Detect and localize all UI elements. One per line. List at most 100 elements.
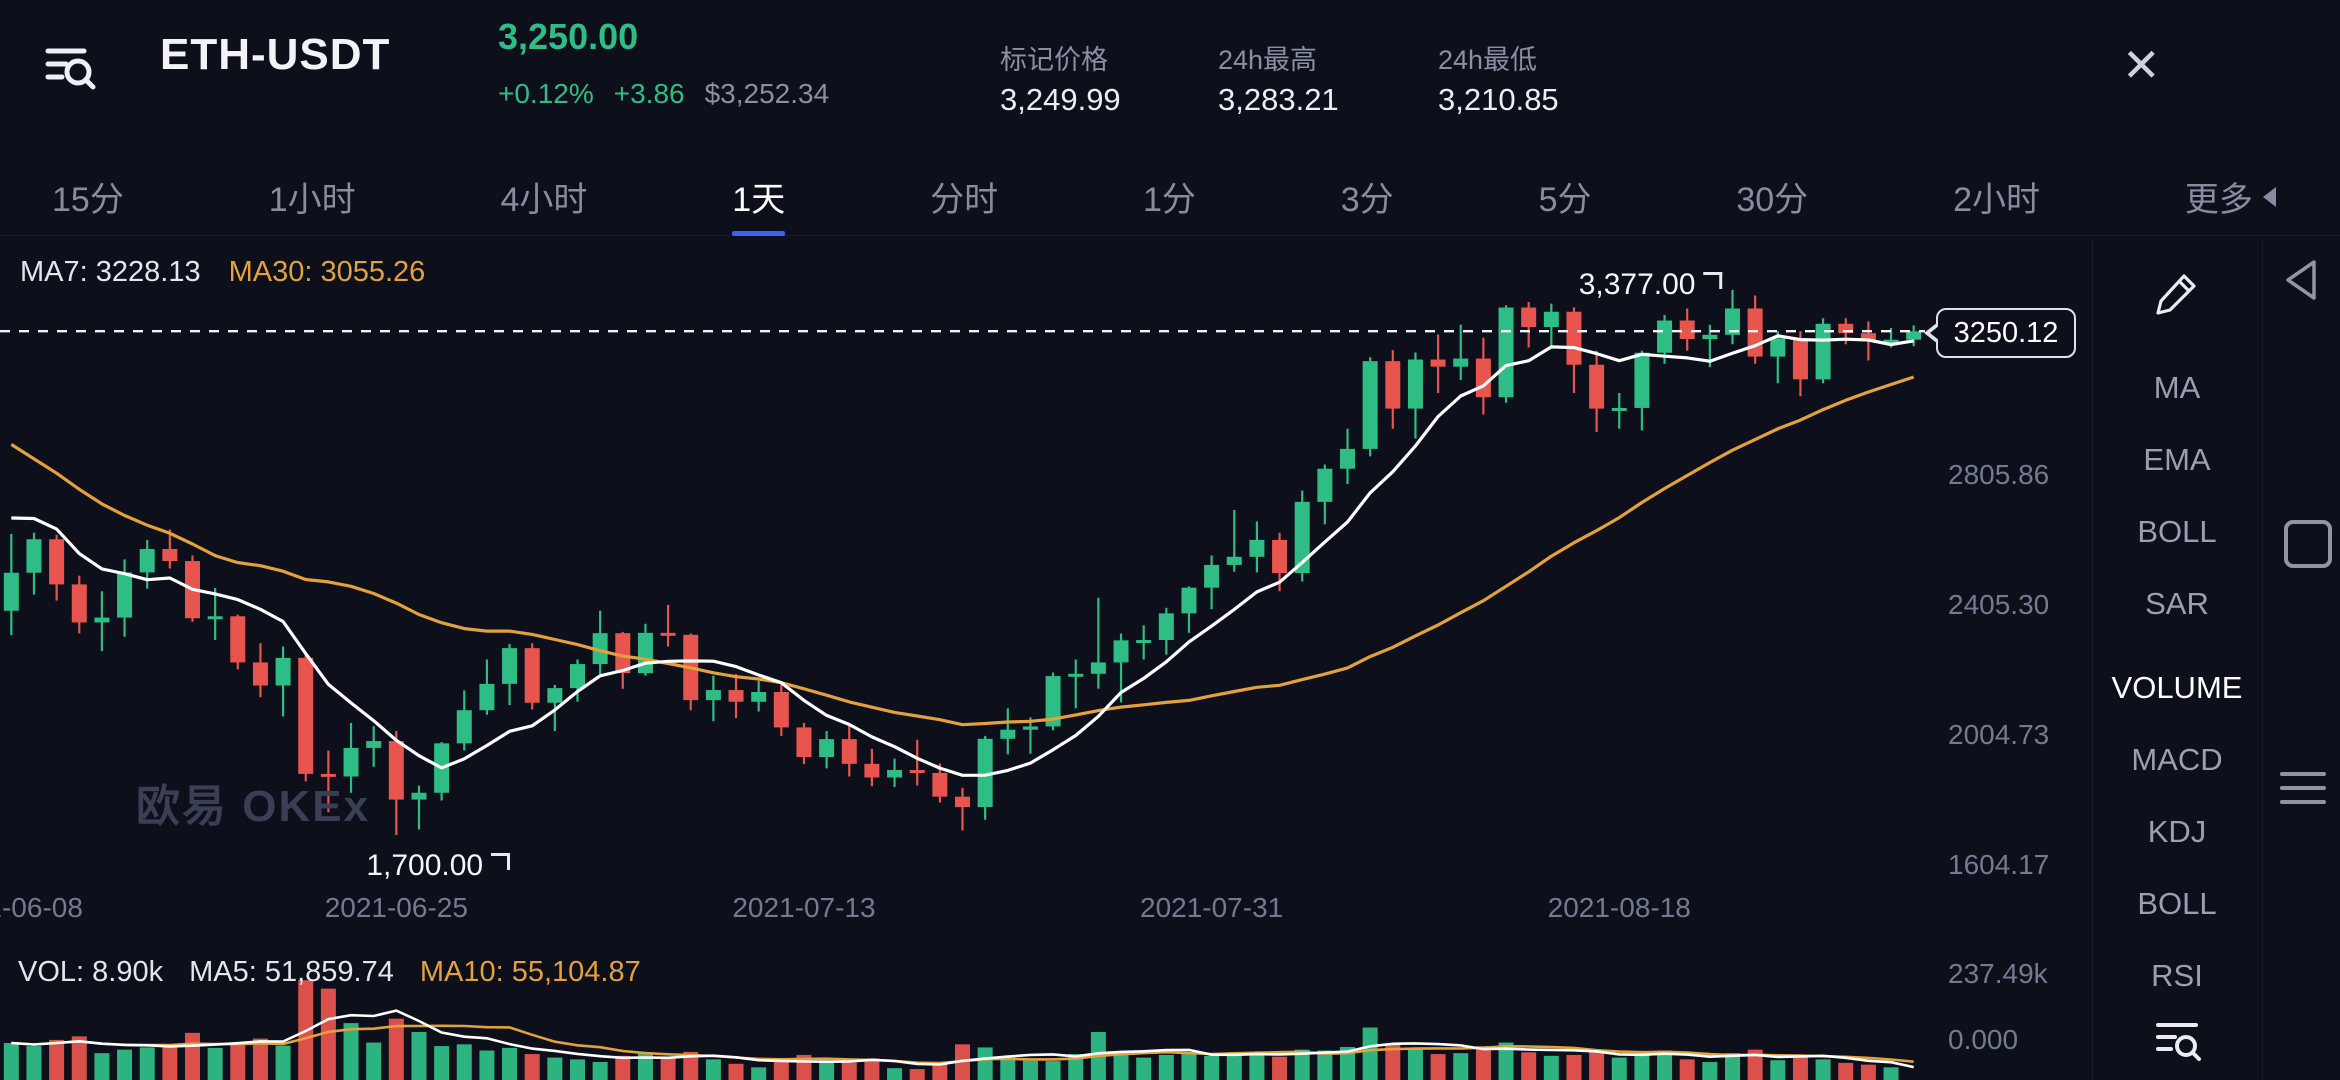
draw-tools-pencil-icon[interactable] [2093, 268, 2261, 320]
menu-icon[interactable] [2280, 772, 2326, 814]
volume-bar [1566, 1054, 1582, 1080]
volume-bar [1045, 1061, 1061, 1080]
volume-bar [185, 1032, 200, 1080]
candle-body [1838, 323, 1854, 334]
fullscreen-square-icon[interactable] [2284, 520, 2332, 568]
indicator-boll[interactable]: BOLL [2137, 886, 2217, 921]
candle-body [117, 572, 133, 618]
ma30-line [10, 375, 1915, 727]
mark-price-value: 3,249.99 [1000, 82, 1121, 117]
indicator-rsi[interactable]: RSI [2151, 958, 2203, 993]
indicator-ma[interactable]: MA [2153, 370, 2201, 405]
volume-bar [139, 1047, 155, 1080]
timeframe-tabs: 15分 1小时 4小时 1天 分时 1分 3分 5分 30分 2小时 更多 [0, 158, 2340, 236]
volume-bar [388, 1018, 404, 1080]
volume-bar [1770, 1060, 1786, 1080]
candle-body [1090, 662, 1106, 674]
low-24h-label: 24h最低 [1438, 45, 1538, 75]
volume-bar [841, 1062, 857, 1080]
tab-30分[interactable]: 30分 [1736, 181, 1809, 219]
collapse-panel-arrow-icon[interactable] [2278, 256, 2326, 309]
candle-body [751, 692, 767, 702]
more-timeframes-button[interactable]: 更多 [2185, 172, 2276, 221]
candle-body [864, 763, 880, 778]
date-axis-label: 2021-06-25 [324, 892, 468, 923]
volume-bar [1204, 1055, 1220, 1080]
volume-bar [1272, 1056, 1288, 1080]
volume-bar [1589, 1051, 1605, 1080]
candle-body [1068, 673, 1084, 677]
volume-bar [1226, 1052, 1242, 1080]
ma7-line [11, 334, 1914, 777]
candle-body [1792, 338, 1808, 380]
candle-body [1113, 640, 1129, 663]
candle-body [207, 616, 223, 620]
market-search-icon[interactable] [40, 36, 98, 94]
volume-bar [49, 1039, 65, 1080]
candle-body [71, 584, 87, 623]
candle-body [1158, 613, 1174, 640]
tab-1小时[interactable]: 1小时 [268, 181, 356, 219]
low-24h-value: 3,210.85 [1438, 82, 1559, 117]
candle-body [796, 727, 812, 757]
indicator-ema[interactable]: EMA [2143, 442, 2211, 477]
indicator-macd[interactable]: MACD [2131, 742, 2223, 777]
candle-body [1226, 556, 1242, 565]
main-indicator-list: MA EMA BOLL SAR [2093, 352, 2261, 640]
tab-5分[interactable]: 5分 [1538, 181, 1592, 219]
volume-bar [94, 1053, 110, 1080]
volume-bar [434, 1046, 450, 1080]
indicator-kdj[interactable]: KDJ [2147, 814, 2207, 849]
volume-bar [275, 1045, 291, 1080]
price-axis-label: 1604.17 [1948, 849, 2050, 881]
tab-2小时[interactable]: 2小时 [1953, 181, 2040, 219]
volume-bar [230, 1042, 246, 1080]
indicator-settings-icon[interactable] [2093, 1012, 2261, 1064]
volume-bar [1498, 1042, 1514, 1080]
volume-axis-label: 0.000 [1948, 1024, 2019, 1055]
volume-bar [1611, 1057, 1627, 1080]
candlestick-chart[interactable] [0, 240, 1930, 1080]
volume-bar [524, 1054, 540, 1080]
volume-bar [1725, 1053, 1740, 1080]
tab-4小时[interactable]: 4小时 [500, 181, 588, 219]
candle-body [1747, 308, 1763, 357]
volume-bar [252, 1038, 268, 1080]
indicator-sar[interactable]: SAR [2145, 586, 2209, 621]
candle-body [1272, 539, 1288, 574]
candle-body [1657, 320, 1673, 353]
candle-body [841, 739, 857, 764]
indicator-volume[interactable]: VOLUME [2111, 670, 2243, 705]
volume-bar [660, 1058, 676, 1080]
tab-15分[interactable]: 15分 [52, 181, 124, 219]
candle-body [1340, 448, 1355, 469]
tab-1分[interactable]: 1分 [1142, 181, 1196, 219]
tab-3分[interactable]: 3分 [1340, 181, 1394, 219]
candle-body [1022, 726, 1038, 730]
volume-bar [479, 1050, 495, 1080]
volume-bar [683, 1051, 699, 1080]
tab-1天[interactable]: 1天 [732, 158, 785, 236]
price-axis-label: 2805.86 [1948, 458, 2050, 490]
volume-bar [547, 1057, 563, 1080]
date-axis-label: 2021-07-13 [732, 892, 876, 923]
volume-bar [1747, 1049, 1763, 1080]
candle-body [343, 747, 359, 777]
date-axis-label: 2021-08-18 [1547, 892, 1691, 923]
candle-body [1521, 307, 1537, 328]
candle-body [1702, 334, 1718, 340]
volume-bar [26, 1046, 42, 1080]
close-icon[interactable]: ✕ [2122, 39, 2161, 91]
candle-body [773, 692, 789, 728]
indicator-boll[interactable]: BOLL [2137, 514, 2217, 549]
tab-分时[interactable]: 分时 [930, 181, 999, 219]
volume-bar [1634, 1054, 1650, 1080]
candle-body [49, 539, 65, 585]
candle-body [1407, 359, 1423, 409]
volume-bar [1068, 1054, 1084, 1080]
volume-bar [1521, 1052, 1537, 1080]
candle-body [94, 617, 110, 623]
indicator-sidebar: MA EMA BOLL SAR VOLUME MACD KDJ BOLL RSI [2092, 240, 2261, 1080]
candle-body [705, 690, 721, 701]
candle-body [1611, 407, 1627, 411]
